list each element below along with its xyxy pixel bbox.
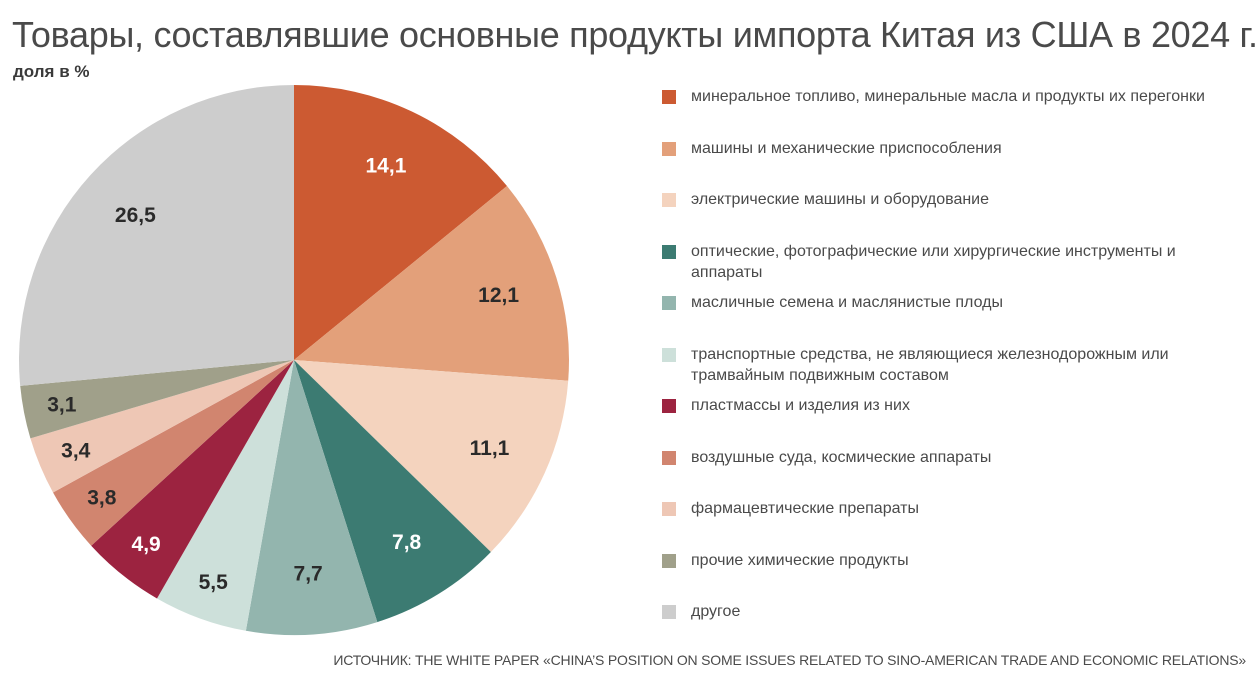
legend-item: минеральное топливо, минеральные масла и…	[662, 86, 1211, 107]
slice-value-label-4: 7,8	[392, 531, 422, 554]
legend-label: воздушные суда, космические аппараты	[691, 448, 992, 466]
legend-swatch	[662, 502, 676, 516]
pie-chart: 14,1 12,1 11,1 7,8 7,7 5,5 4,9 3,8 3,4 3,1 26,5	[18, 85, 569, 635]
slice-value-label-2: 12,1	[478, 284, 519, 307]
legend-swatch	[662, 553, 676, 568]
legend-swatch	[662, 605, 676, 619]
chart-title: Товары, составлявшие основные продукты и…	[12, 14, 1258, 55]
legend-item: оптические, фотографические или хирургич…	[662, 241, 1211, 283]
chart-subtitle: доля в %	[13, 62, 90, 81]
pie-slice-8	[53, 360, 295, 546]
slice-value-label-3: 11,1	[470, 437, 510, 460]
pie-slice-6	[156, 360, 294, 631]
slice-value-label-10: 3,1	[47, 394, 77, 417]
legend-item: другое	[662, 601, 1211, 622]
pie-slice-11	[18, 85, 294, 386]
slice-value-label-9: 3,4	[61, 440, 91, 463]
pie-slice-10	[20, 360, 294, 439]
slice-value-label-5: 7,7	[294, 563, 323, 586]
legend-swatch	[662, 399, 676, 413]
legend-label: машины и механические приспособления	[691, 139, 1002, 157]
legend-swatch	[662, 296, 676, 310]
legend-label: оптические, фотографические или хирургич…	[691, 242, 1176, 281]
legend-label: пластмассы и изделия из них	[691, 397, 910, 414]
slice-value-label-11: 26,5	[115, 204, 156, 227]
legend-swatch	[662, 347, 676, 362]
legend-item: фармацевтические препараты	[662, 498, 1211, 519]
pie-slice-7	[91, 360, 294, 599]
source-note: ИСТОЧНИК: THE WHITE PAPER «CHINA’S POSIT…	[333, 652, 1246, 668]
legend-label: минеральное топливо, минеральные масла и…	[691, 88, 1205, 105]
legend-label: прочие химические продукты	[691, 551, 909, 569]
legend-swatch	[662, 244, 676, 259]
slice-value-label-8: 3,8	[87, 486, 117, 509]
legend-item: электрические машины и оборудование	[662, 189, 1211, 210]
pie-slice-4	[294, 360, 491, 623]
pie-slice-2	[294, 186, 569, 381]
pie-slice-5	[245, 360, 378, 635]
legend-item: прочие химические продукты	[662, 550, 1211, 571]
pie-slice-9	[30, 360, 295, 493]
legend-swatch	[662, 193, 676, 207]
legend-swatch	[662, 141, 676, 156]
legend-item: масличные семена и маслянистые плоды	[662, 292, 1211, 313]
legend-item: транспортные средства, не являющиеся жел…	[662, 344, 1211, 386]
pie-slice-1	[294, 85, 507, 360]
legend-label: фармацевтические препараты	[691, 500, 919, 517]
legend-label: масличные семена и маслянистые плоды	[691, 294, 1003, 311]
legend-swatch	[662, 90, 676, 104]
legend-label: другое	[691, 603, 741, 620]
legend-item: пластмассы и изделия из них	[662, 395, 1211, 416]
pie-slice-3	[294, 360, 569, 552]
legend-item: воздушные суда, космические аппараты	[662, 447, 1211, 468]
legend-label: электрические машины и оборудование	[691, 191, 990, 208]
legend-item: машины и механические приспособления	[662, 138, 1211, 159]
slice-value-label-7: 4,9	[132, 533, 161, 556]
legend-label: транспортные средства, не являющиеся жел…	[691, 345, 1169, 384]
slice-value-label-6: 5,5	[199, 571, 229, 594]
legend-swatch	[662, 450, 676, 465]
slice-value-label-1: 14,1	[366, 155, 407, 178]
